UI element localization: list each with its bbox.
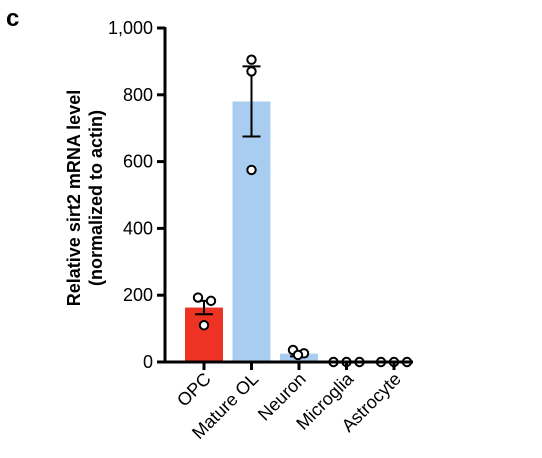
data-points — [192, 54, 413, 368]
y-tick-label: 0 — [143, 352, 153, 372]
y-ticks: 0 200 400 600 800 1,000 — [108, 18, 165, 372]
data-point — [192, 292, 204, 303]
data-point — [292, 349, 304, 361]
data-point — [205, 295, 217, 307]
y-tick-label: 400 — [123, 218, 153, 238]
x-tick-label: OPC — [173, 369, 215, 411]
y-axis-title-line1: Relative sirt2 mRNA level — [64, 90, 84, 306]
data-point — [198, 320, 210, 331]
bar-mature-ol — [232, 101, 271, 362]
y-axis-title-line2: (normalized to actin) — [86, 110, 106, 286]
data-point — [246, 164, 257, 176]
panel-label: c — [6, 5, 19, 32]
data-point — [246, 66, 257, 77]
y-axis-title: Relative sirt2 mRNA level (normalized to… — [64, 90, 106, 306]
y-tick-label: 800 — [123, 85, 153, 105]
data-point — [246, 54, 257, 65]
y-tick-label: 1,000 — [108, 18, 153, 38]
bar-opc — [185, 307, 223, 362]
y-tick-label: 200 — [123, 285, 153, 305]
bars — [185, 101, 413, 362]
y-tick-label: 600 — [123, 152, 153, 172]
